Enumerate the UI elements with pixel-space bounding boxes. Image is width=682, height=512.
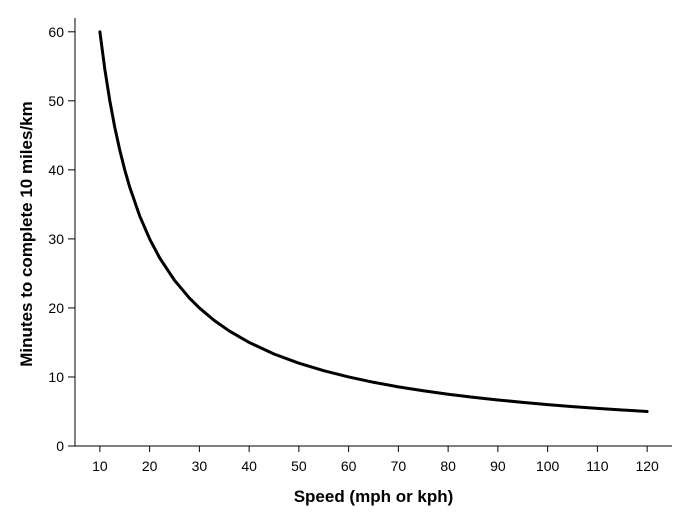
y-tick-label: 40 <box>48 162 64 178</box>
x-tick-label: 100 <box>536 458 560 474</box>
x-axis-title: Speed (mph or kph) <box>294 487 454 506</box>
x-tick-label: 80 <box>440 458 456 474</box>
y-ticks: 0 10 20 30 40 50 60 <box>48 24 75 454</box>
y-tick-label: 60 <box>48 24 64 40</box>
x-tick-label: 120 <box>635 458 659 474</box>
x-tick-label: 50 <box>291 458 307 474</box>
x-tick-label: 70 <box>391 458 407 474</box>
x-tick-label: 40 <box>241 458 257 474</box>
x-tick-label: 10 <box>92 458 108 474</box>
y-tick-label: 10 <box>48 369 64 385</box>
x-ticks: 10 20 30 40 50 60 70 80 90 100 110 120 <box>92 446 659 474</box>
y-tick-label: 50 <box>48 93 64 109</box>
x-tick-label: 30 <box>192 458 208 474</box>
axes <box>74 18 672 447</box>
series-line <box>98 30 649 413</box>
y-axis-title: Minutes to complete 10 miles/km <box>17 101 36 366</box>
x-tick-label: 90 <box>490 458 506 474</box>
y-tick-label: 0 <box>56 438 64 454</box>
x-tick-label: 60 <box>341 458 357 474</box>
x-tick-label: 110 <box>586 458 609 474</box>
y-tick-label: 20 <box>48 300 64 316</box>
y-tick-label: 30 <box>48 231 64 247</box>
x-tick-label: 20 <box>142 458 158 474</box>
